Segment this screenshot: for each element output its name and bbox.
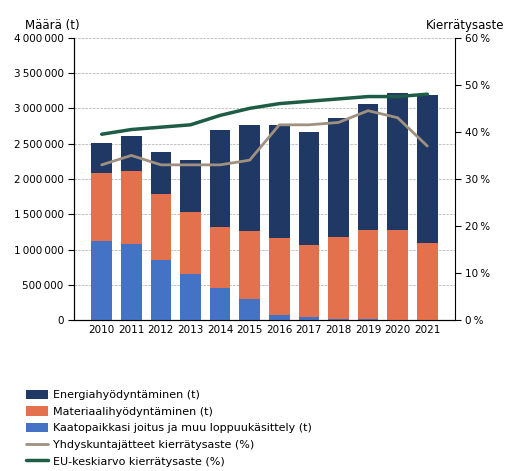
EU-keskiarvo kierrätysaste (%) <box>98 131 105 137</box>
Bar <box>269 315 290 320</box>
Bar <box>210 288 231 320</box>
Line: Yhdyskuntajätteet kierrätysaste (%): Yhdyskuntajätteet kierrätysaste (%) <box>102 111 427 165</box>
Bar <box>417 95 437 243</box>
Bar <box>328 318 349 320</box>
EU-keskiarvo kierrätysaste (%) <box>247 106 253 111</box>
EU-keskiarvo kierrätysaste (%) <box>395 94 401 99</box>
Bar <box>298 132 319 245</box>
Text: Kierrätysaste: Kierrätysaste <box>426 19 505 32</box>
Yhdyskuntajätteet kierrätysaste (%) <box>187 162 194 168</box>
Bar <box>328 237 349 318</box>
EU-keskiarvo kierrätysaste (%) <box>306 98 312 104</box>
Bar <box>92 241 112 320</box>
Yhdyskuntajätteet kierrätysaste (%) <box>424 143 431 149</box>
Bar <box>269 238 290 315</box>
EU-keskiarvo kierrätysaste (%) <box>365 94 371 99</box>
Bar <box>121 136 142 171</box>
Yhdyskuntajätteet kierrätysaste (%) <box>217 162 223 168</box>
Line: EU-keskiarvo kierrätysaste (%): EU-keskiarvo kierrätysaste (%) <box>102 94 427 134</box>
Yhdyskuntajätteet kierrätysaste (%) <box>247 157 253 163</box>
EU-keskiarvo kierrätysaste (%) <box>335 96 342 102</box>
Bar <box>358 105 378 230</box>
EU-keskiarvo kierrätysaste (%) <box>128 127 134 132</box>
Yhdyskuntajätteet kierrätysaste (%) <box>98 162 105 168</box>
Bar <box>298 317 319 320</box>
Yhdyskuntajätteet kierrätysaste (%) <box>128 153 134 158</box>
Yhdyskuntajätteet kierrätysaste (%) <box>158 162 164 168</box>
Legend: Energiahyödyntäminen (t), Materiaalihyödyntäminen (t), Kaatopaikkasi joitus ja m: Energiahyödyntäminen (t), Materiaalihyöd… <box>21 385 317 471</box>
EU-keskiarvo kierrätysaste (%) <box>217 113 223 118</box>
Bar <box>269 125 290 238</box>
Bar <box>180 212 201 274</box>
Bar <box>417 319 437 320</box>
Yhdyskuntajätteet kierrätysaste (%) <box>395 115 401 121</box>
Bar <box>180 160 201 212</box>
Bar <box>151 194 171 260</box>
Bar <box>210 130 231 227</box>
Bar <box>328 118 349 237</box>
Bar <box>387 93 408 230</box>
Bar <box>387 230 408 319</box>
Bar <box>417 243 437 319</box>
Bar <box>358 230 378 319</box>
Yhdyskuntajätteet kierrätysaste (%) <box>276 122 282 128</box>
EU-keskiarvo kierrätysaste (%) <box>158 124 164 130</box>
Bar <box>358 319 378 320</box>
Yhdyskuntajätteet kierrätysaste (%) <box>306 122 312 128</box>
EU-keskiarvo kierrätysaste (%) <box>187 122 194 128</box>
Bar <box>387 319 408 320</box>
Bar <box>121 244 142 320</box>
EU-keskiarvo kierrätysaste (%) <box>424 91 431 97</box>
Bar <box>180 274 201 320</box>
Bar <box>151 152 171 194</box>
Bar <box>298 245 319 317</box>
Bar <box>121 171 142 244</box>
Bar <box>210 227 231 288</box>
Bar <box>239 125 260 231</box>
Bar <box>239 299 260 320</box>
Bar <box>92 173 112 241</box>
Yhdyskuntajätteet kierrätysaste (%) <box>365 108 371 114</box>
Text: Määrä (t): Määrä (t) <box>24 19 79 32</box>
Bar <box>92 143 112 173</box>
Bar <box>151 260 171 320</box>
Bar <box>239 231 260 299</box>
Yhdyskuntajätteet kierrätysaste (%) <box>335 120 342 125</box>
EU-keskiarvo kierrätysaste (%) <box>276 101 282 106</box>
